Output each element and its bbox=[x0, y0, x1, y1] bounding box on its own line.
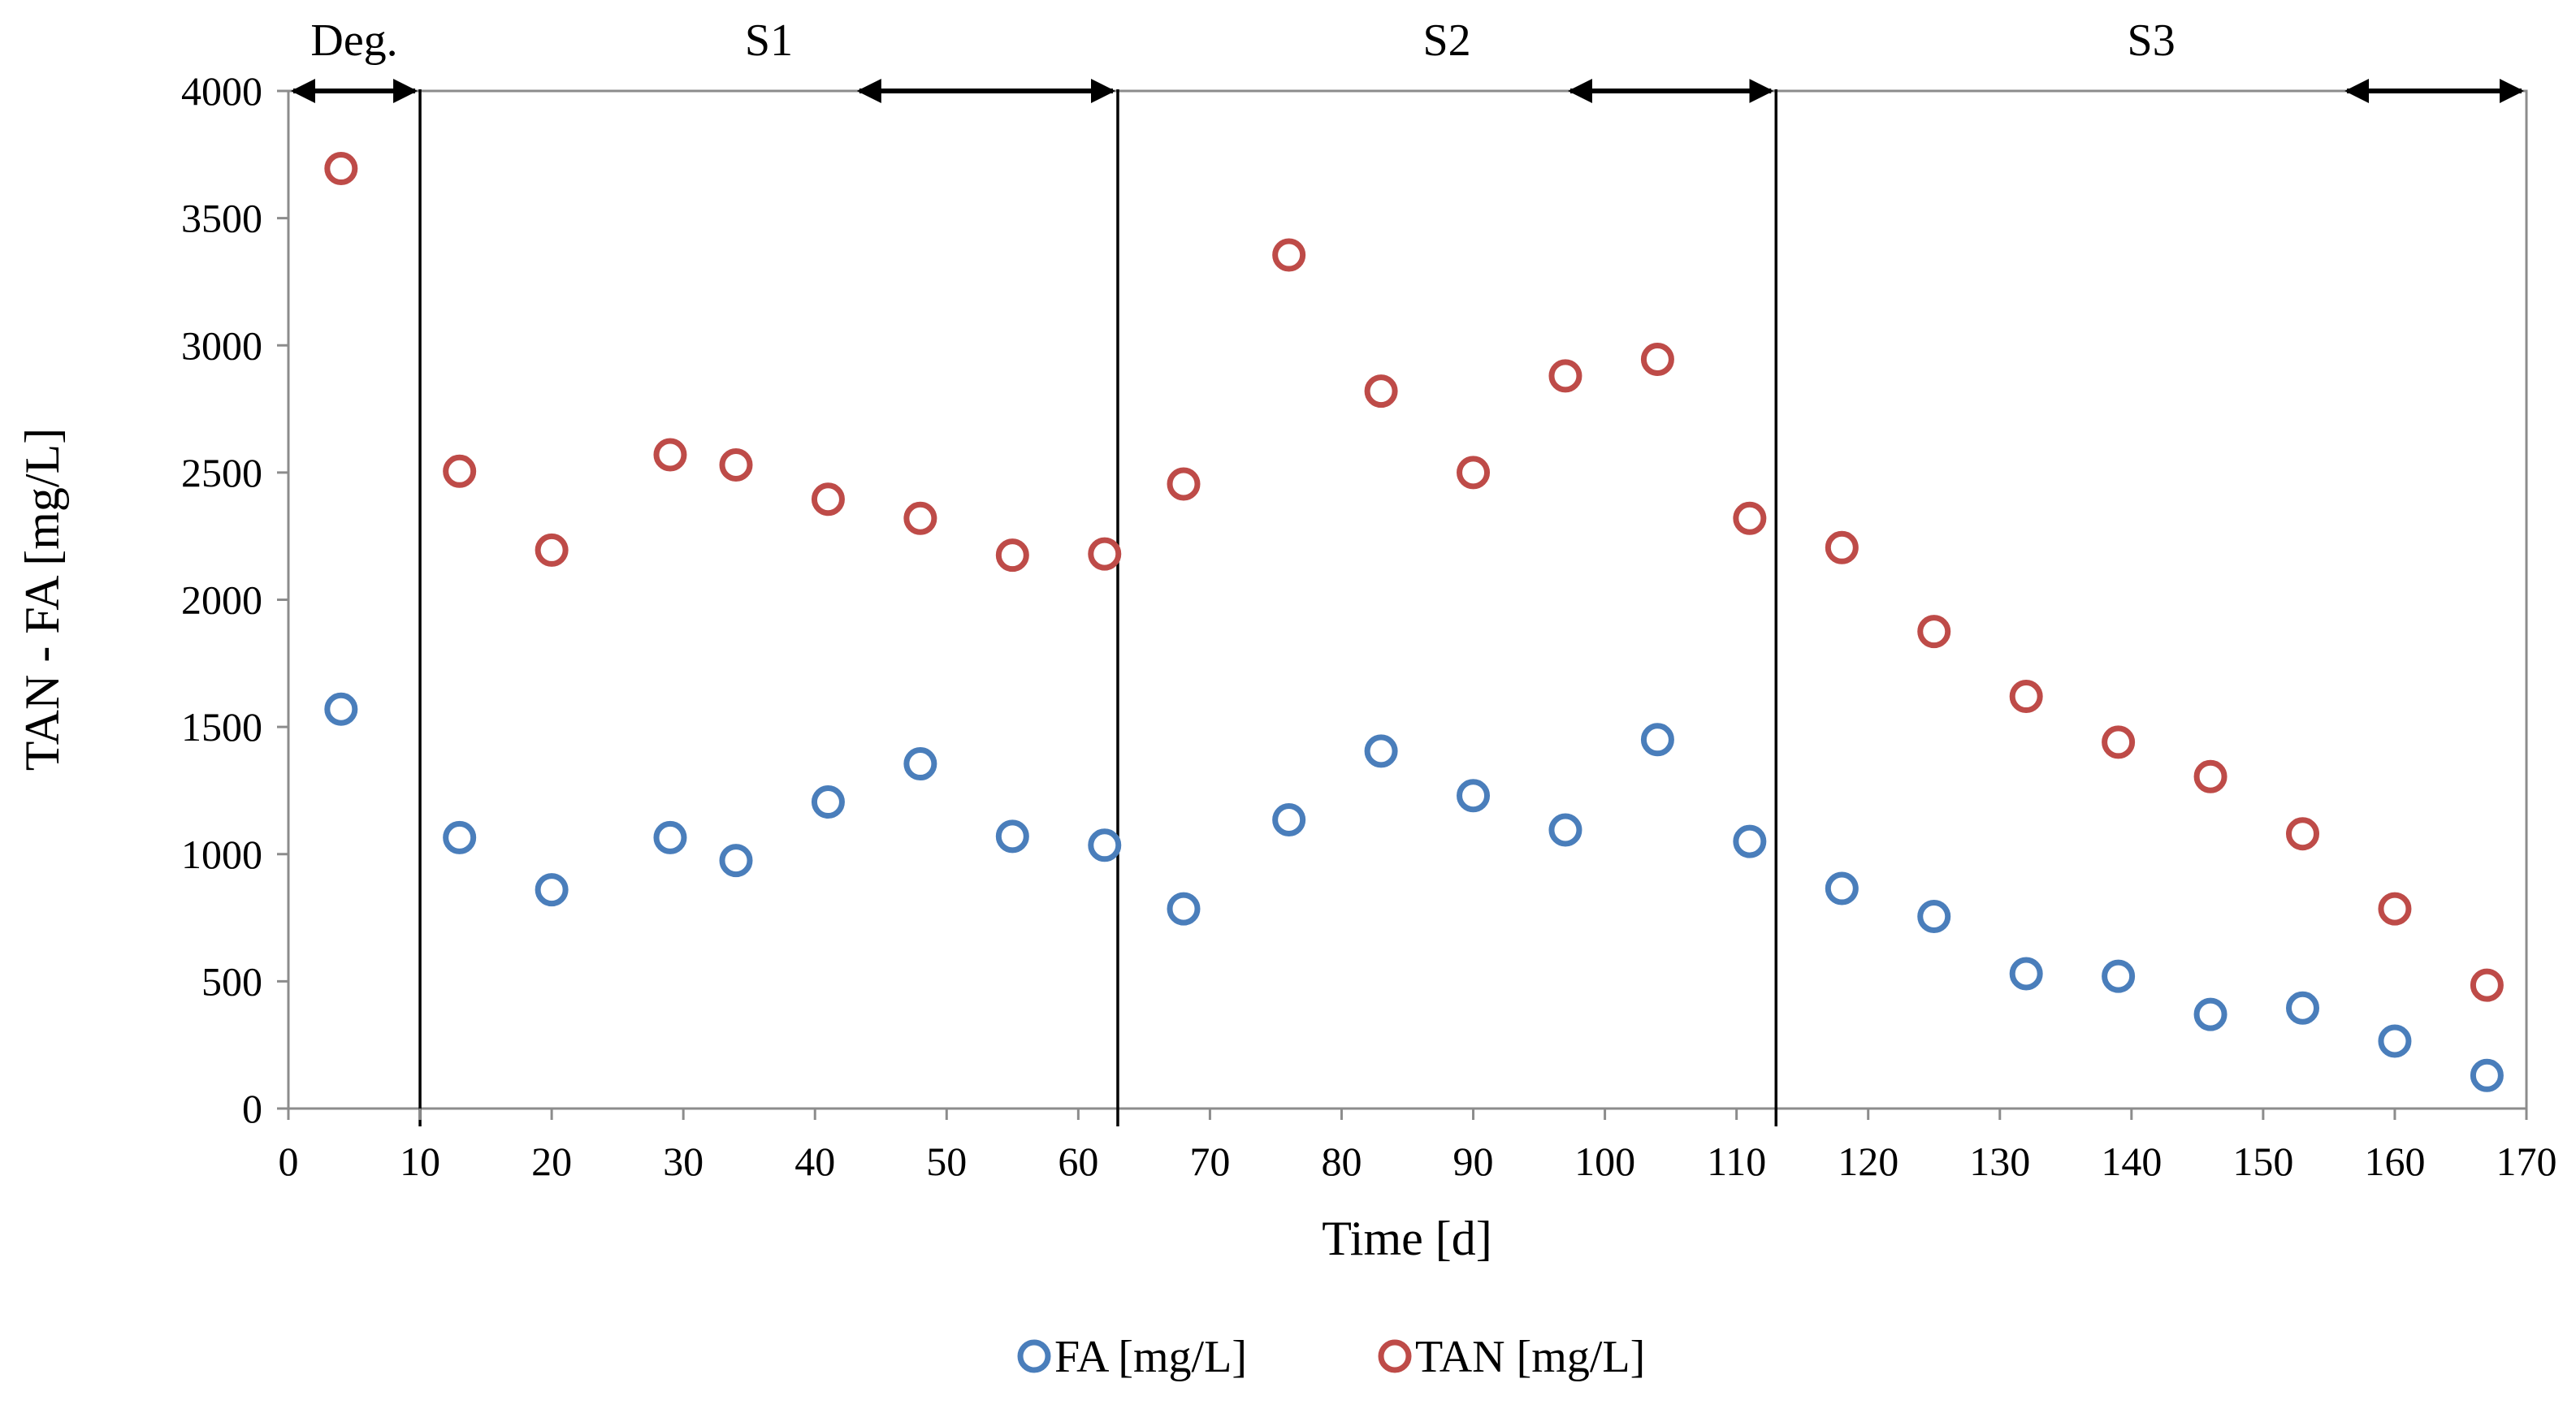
fa-point bbox=[653, 820, 687, 854]
y-tick-label: 4000 bbox=[181, 68, 262, 114]
tan-point bbox=[995, 538, 1029, 573]
fa-point bbox=[995, 819, 1029, 854]
y-axis: 0 500 1000 1500 2000 2500 3000 3500 4000 bbox=[181, 68, 288, 1131]
tan-point bbox=[1548, 359, 1582, 393]
tan-point bbox=[1733, 501, 1767, 535]
tan-point bbox=[2009, 680, 2043, 714]
y-tick-label: 3000 bbox=[181, 322, 262, 368]
legend-fa-label: FA [mg/L] bbox=[1054, 1332, 1247, 1382]
tan-point bbox=[2378, 892, 2412, 926]
tan-point bbox=[719, 447, 753, 482]
tan-point bbox=[1457, 456, 1491, 490]
x-tick-label: 130 bbox=[1969, 1139, 2030, 1184]
x-tick-label: 30 bbox=[663, 1139, 704, 1184]
phase-label: Deg. bbox=[310, 15, 397, 66]
x-tick-label: 120 bbox=[1838, 1139, 1898, 1184]
tan-point bbox=[2470, 968, 2504, 1002]
y-tick-label: 0 bbox=[242, 1086, 262, 1131]
tan-point bbox=[1917, 615, 1951, 649]
legend-tan-marker bbox=[1378, 1339, 1412, 1373]
tan-point bbox=[903, 501, 937, 535]
tan-point bbox=[535, 533, 569, 567]
tan-point bbox=[811, 482, 845, 516]
fa-point bbox=[2378, 1024, 2412, 1058]
phase-annotations: Deg. S1 S2 S3 bbox=[291, 15, 2524, 103]
fa-point bbox=[1733, 824, 1767, 858]
fa-point bbox=[811, 785, 845, 819]
x-tick-label: 70 bbox=[1189, 1139, 1230, 1184]
phase-label: S2 bbox=[1423, 15, 1471, 66]
tan-point bbox=[2193, 759, 2227, 793]
fa-point bbox=[1917, 899, 1951, 933]
y-tick-label: 2500 bbox=[181, 450, 262, 495]
fa-point bbox=[443, 820, 477, 854]
x-tick-label: 90 bbox=[1453, 1139, 1494, 1184]
tan-point bbox=[443, 454, 477, 488]
tan-point bbox=[1825, 530, 1859, 564]
fa-point bbox=[2470, 1058, 2504, 1092]
fa-point bbox=[903, 747, 937, 781]
x-tick-label: 20 bbox=[531, 1139, 572, 1184]
legend: FA [mg/L] TAN [mg/L] bbox=[1017, 1332, 1645, 1382]
fa-point bbox=[535, 873, 569, 907]
y-tick-label: 500 bbox=[201, 958, 262, 1004]
fa-point bbox=[1364, 734, 1398, 768]
x-axis-title: Time [d] bbox=[1322, 1212, 1491, 1265]
fa-point bbox=[324, 692, 358, 726]
tan-point bbox=[2286, 817, 2319, 851]
fa-point bbox=[1548, 813, 1582, 847]
data-points bbox=[324, 152, 2504, 1092]
y-tick-label: 3500 bbox=[181, 196, 262, 241]
tan-point bbox=[1364, 374, 1398, 408]
fa-point bbox=[2193, 997, 2227, 1031]
phase-label: S1 bbox=[745, 15, 793, 66]
fa-point bbox=[2102, 959, 2136, 993]
tan-point bbox=[2102, 725, 2136, 759]
y-tick-label: 1000 bbox=[181, 832, 262, 877]
fa-point bbox=[1640, 723, 1674, 757]
fa-point bbox=[2009, 957, 2043, 991]
legend-fa-marker bbox=[1017, 1339, 1051, 1373]
legend-item-fa: FA [mg/L] bbox=[1017, 1332, 1247, 1382]
fa-point bbox=[2286, 991, 2319, 1025]
x-tick-label: 60 bbox=[1058, 1139, 1098, 1184]
tan-point bbox=[1088, 537, 1122, 571]
x-tick-label: 170 bbox=[2496, 1139, 2557, 1184]
phase-label: S3 bbox=[2128, 15, 2176, 66]
x-tick-label: 80 bbox=[1321, 1139, 1362, 1184]
x-tick-label: 110 bbox=[1707, 1139, 1766, 1184]
legend-item-tan: TAN [mg/L] bbox=[1378, 1332, 1645, 1382]
x-tick-label: 0 bbox=[279, 1139, 299, 1184]
tan-point bbox=[324, 152, 358, 186]
fa-point bbox=[1167, 892, 1201, 926]
y-tick-label: 2000 bbox=[181, 577, 262, 623]
x-tick-label: 140 bbox=[2101, 1139, 2162, 1184]
x-tick-label: 100 bbox=[1574, 1139, 1635, 1184]
x-tick-label: 10 bbox=[400, 1139, 440, 1184]
x-tick-label: 160 bbox=[2364, 1139, 2425, 1184]
plot-area bbox=[287, 89, 2528, 1110]
legend-tan-label: TAN [mg/L] bbox=[1415, 1332, 1645, 1382]
phase-dividers bbox=[418, 89, 1778, 1126]
fa-point bbox=[1272, 802, 1306, 836]
x-tick-label: 50 bbox=[926, 1139, 967, 1184]
fa-point bbox=[1088, 828, 1122, 862]
x-axis: 0 10 20 30 40 50 60 70 80 90 100 110 120 130 140 150 160… bbox=[279, 1109, 2557, 1184]
y-tick-label: 1500 bbox=[181, 704, 262, 750]
fa-point bbox=[1457, 779, 1491, 813]
y-axis-title: TAN - FA [mg/L] bbox=[15, 428, 69, 771]
tan-point bbox=[1167, 467, 1201, 501]
fa-point bbox=[1825, 871, 1859, 905]
tan-point bbox=[1640, 342, 1674, 376]
fa-point bbox=[719, 844, 753, 878]
tan-point bbox=[653, 438, 687, 472]
tan-point bbox=[1272, 238, 1306, 272]
x-tick-label: 150 bbox=[2232, 1139, 2293, 1184]
x-tick-label: 40 bbox=[794, 1139, 835, 1184]
